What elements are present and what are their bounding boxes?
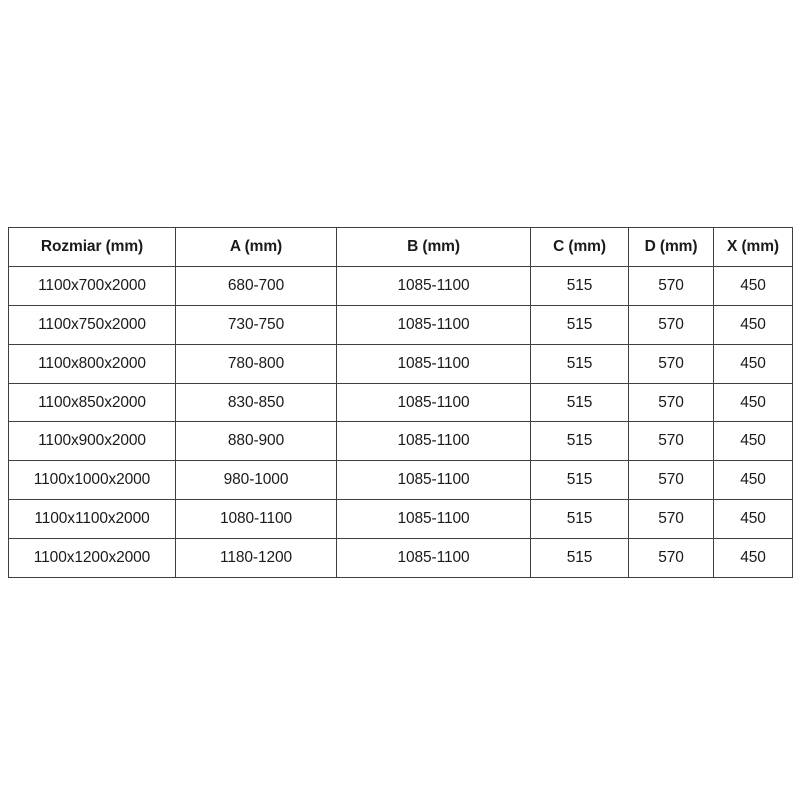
table-header-row: Rozmiar (mm) A (mm) B (mm) C (mm) D (mm)…: [8, 227, 793, 267]
cell-d: 570: [628, 460, 714, 501]
cell-d: 570: [628, 304, 714, 345]
cell-c: 515: [530, 460, 629, 501]
cell-b: 1085-1100: [336, 343, 531, 384]
cell-c: 515: [530, 538, 629, 579]
cell-x: 450: [713, 304, 793, 345]
cell-x: 450: [713, 343, 793, 384]
cell-x: 450: [713, 538, 793, 579]
cell-size: 1100x1100x2000: [8, 499, 176, 540]
cell-a: 730-750: [175, 304, 337, 345]
table-row: 1100x700x2000 680-700 1085-1100 515 570 …: [8, 265, 793, 306]
column-header-a: A (mm): [175, 227, 337, 267]
specification-table-container: Rozmiar (mm) A (mm) B (mm) C (mm) D (mm)…: [8, 227, 793, 579]
table-row: 1100x1200x2000 1180-1200 1085-1100 515 5…: [8, 538, 793, 579]
cell-a: 980-1000: [175, 460, 337, 501]
cell-c: 515: [530, 265, 629, 306]
dimensions-table: Rozmiar (mm) A (mm) B (mm) C (mm) D (mm)…: [8, 227, 793, 579]
cell-b: 1085-1100: [336, 421, 531, 462]
table-body: 1100x700x2000 680-700 1085-1100 515 570 …: [8, 265, 793, 579]
cell-d: 570: [628, 343, 714, 384]
cell-a: 830-850: [175, 382, 337, 423]
cell-b: 1085-1100: [336, 460, 531, 501]
cell-x: 450: [713, 499, 793, 540]
cell-a: 880-900: [175, 421, 337, 462]
cell-a: 1080-1100: [175, 499, 337, 540]
cell-b: 1085-1100: [336, 265, 531, 306]
cell-c: 515: [530, 382, 629, 423]
cell-size: 1100x1000x2000: [8, 460, 176, 501]
cell-x: 450: [713, 421, 793, 462]
cell-size: 1100x800x2000: [8, 343, 176, 384]
cell-d: 570: [628, 499, 714, 540]
cell-d: 570: [628, 382, 714, 423]
table-row: 1100x900x2000 880-900 1085-1100 515 570 …: [8, 421, 793, 462]
column-header-d: D (mm): [628, 227, 714, 267]
cell-size: 1100x700x2000: [8, 265, 176, 306]
cell-c: 515: [530, 421, 629, 462]
column-header-c: C (mm): [530, 227, 629, 267]
cell-d: 570: [628, 421, 714, 462]
column-header-size: Rozmiar (mm): [8, 227, 176, 267]
cell-d: 570: [628, 265, 714, 306]
cell-a: 780-800: [175, 343, 337, 384]
column-header-x: X (mm): [713, 227, 793, 267]
table-row: 1100x850x2000 830-850 1085-1100 515 570 …: [8, 382, 793, 423]
cell-c: 515: [530, 499, 629, 540]
cell-b: 1085-1100: [336, 538, 531, 579]
table-row: 1100x800x2000 780-800 1085-1100 515 570 …: [8, 343, 793, 384]
cell-size: 1100x750x2000: [8, 304, 176, 345]
table-row: 1100x1100x2000 1080-1100 1085-1100 515 5…: [8, 499, 793, 540]
cell-x: 450: [713, 382, 793, 423]
table-row: 1100x750x2000 730-750 1085-1100 515 570 …: [8, 304, 793, 345]
cell-b: 1085-1100: [336, 304, 531, 345]
cell-d: 570: [628, 538, 714, 579]
cell-size: 1100x850x2000: [8, 382, 176, 423]
cell-c: 515: [530, 343, 629, 384]
table-row: 1100x1000x2000 980-1000 1085-1100 515 57…: [8, 460, 793, 501]
cell-size: 1100x1200x2000: [8, 538, 176, 579]
column-header-b: B (mm): [336, 227, 531, 267]
cell-b: 1085-1100: [336, 499, 531, 540]
cell-b: 1085-1100: [336, 382, 531, 423]
table-header: Rozmiar (mm) A (mm) B (mm) C (mm) D (mm)…: [8, 227, 793, 267]
cell-a: 1180-1200: [175, 538, 337, 579]
cell-a: 680-700: [175, 265, 337, 306]
cell-x: 450: [713, 265, 793, 306]
cell-c: 515: [530, 304, 629, 345]
cell-size: 1100x900x2000: [8, 421, 176, 462]
cell-x: 450: [713, 460, 793, 501]
